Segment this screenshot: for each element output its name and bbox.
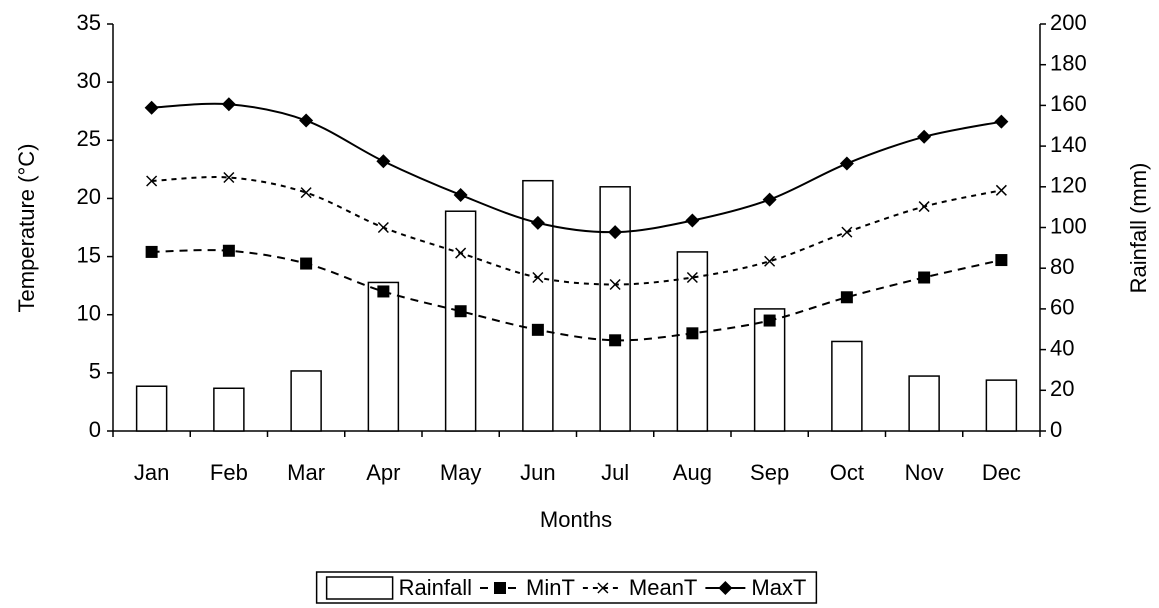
marker [300, 187, 312, 199]
y-tick-label: 20 [77, 184, 101, 209]
bar [908, 375, 940, 432]
marker [494, 582, 506, 594]
marker [608, 225, 623, 240]
legend-label: MinT [526, 575, 575, 600]
x-tick-label: May [440, 460, 482, 485]
marker [221, 97, 236, 112]
y2-tick-label: 40 [1050, 335, 1074, 360]
y-tick-label: 10 [77, 301, 101, 326]
marker [377, 285, 390, 298]
marker [532, 271, 544, 284]
legend-label: MeanT [629, 575, 697, 600]
bar [753, 308, 786, 432]
x-tick-label: Oct [830, 460, 864, 485]
marker [145, 245, 158, 258]
bar [367, 281, 400, 432]
bar [985, 379, 1018, 432]
y2-tick-label: 80 [1050, 254, 1074, 279]
line [151, 102, 1002, 234]
marker [146, 175, 158, 187]
bar [831, 340, 863, 432]
y2-tick-label: 20 [1050, 376, 1074, 401]
bar [444, 210, 477, 432]
marker [531, 323, 544, 336]
marker [840, 291, 853, 304]
bar [213, 387, 245, 432]
marker [455, 247, 467, 259]
x-tick-label: Aug [673, 460, 712, 485]
legend-swatch [325, 576, 394, 600]
marker [763, 314, 776, 327]
marker [453, 187, 468, 202]
x-tick-label: Jun [520, 460, 555, 485]
y-tick-label: 35 [77, 10, 101, 35]
y-tick-label: 25 [77, 126, 101, 151]
y-tick-label: 5 [89, 359, 101, 384]
bar [676, 251, 709, 432]
marker [377, 221, 389, 234]
marker [841, 226, 853, 238]
marker [685, 213, 700, 228]
marker [376, 154, 391, 169]
marker [222, 244, 235, 257]
x-tick-label: Feb [210, 460, 248, 485]
y2-tick-label: 160 [1050, 91, 1087, 116]
y2-tick-label: 200 [1050, 10, 1087, 35]
x-tick-label: Sep [750, 460, 789, 485]
bar [135, 385, 168, 432]
marker [223, 171, 235, 184]
marker [918, 201, 930, 213]
legend-items: Rainfall MinT MeanT MaxT [325, 575, 806, 600]
marker [686, 327, 699, 340]
bar [599, 186, 631, 432]
marker [609, 334, 622, 347]
y2-tick-label: 100 [1050, 213, 1087, 238]
x-tick-label: Jul [601, 460, 629, 485]
marker [994, 114, 1009, 129]
x-tick-label: Apr [366, 460, 400, 485]
marker [686, 271, 698, 284]
x-axis-title: Months [540, 507, 612, 532]
y-tick-label: 15 [77, 242, 101, 267]
bar [290, 370, 322, 432]
marker [597, 582, 609, 594]
marker [454, 305, 467, 318]
marker [300, 257, 313, 270]
marker [299, 113, 314, 128]
x-tick-label: Mar [287, 460, 325, 485]
y2-tick-label: 180 [1050, 51, 1087, 76]
x-tick-label: Nov [905, 460, 944, 485]
marker [530, 215, 545, 230]
marker [839, 156, 854, 171]
y2-axis-title: Rainfall (mm) [1126, 163, 1151, 294]
line [151, 249, 1002, 342]
marker [917, 129, 932, 144]
marker [144, 100, 159, 115]
legend-label: Rainfall [399, 575, 472, 600]
y-axis-title: Temperature (°C) [14, 144, 39, 313]
y2-tick-label: 120 [1050, 173, 1087, 198]
y2-tick-label: 60 [1050, 295, 1074, 320]
y-tick-label: 0 [89, 417, 101, 442]
x-tick-label: Dec [982, 460, 1021, 485]
marker [918, 271, 931, 284]
y2-tick-label: 0 [1050, 417, 1062, 442]
y-tick-label: 30 [77, 68, 101, 93]
y2-tick-label: 140 [1050, 132, 1087, 157]
x-tick-label: Jan [134, 460, 169, 485]
legend-label: MaxT [751, 575, 806, 600]
marker [764, 255, 776, 267]
marker [762, 192, 777, 207]
marker [995, 184, 1007, 196]
marker [995, 254, 1008, 267]
marker [718, 581, 733, 595]
marker [609, 278, 621, 291]
